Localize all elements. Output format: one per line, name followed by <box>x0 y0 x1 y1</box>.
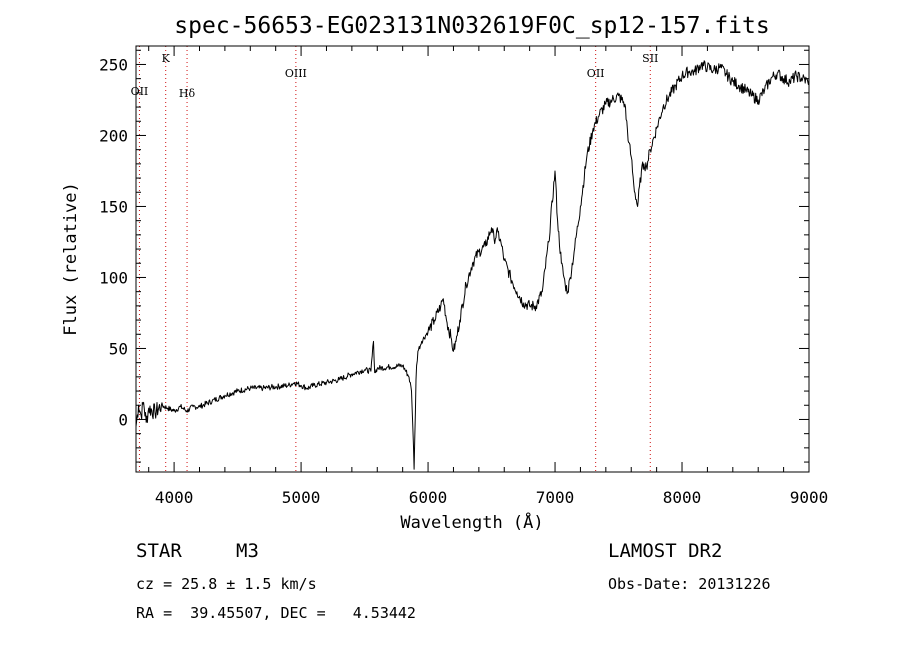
x-tick-label: 5000 <box>282 488 321 507</box>
line-marker-label: OII <box>587 67 605 80</box>
object-class: STAR <box>136 540 182 562</box>
y-tick-label: 200 <box>99 126 128 145</box>
y-tick-label: 100 <box>99 268 128 287</box>
object-subclass: M3 <box>236 540 259 562</box>
x-tick-label: 4000 <box>155 488 194 507</box>
survey-name: LAMOST DR2 <box>608 540 723 562</box>
axis-ticks: 4000 5000 6000 7000 8000 9000 0 50 100 150 200 250 <box>99 46 828 507</box>
redshift-readout: cz = 25.8 ± 1.5 km/s <box>136 575 317 593</box>
x-tick-label: 6000 <box>409 488 448 507</box>
y-tick-label: 50 <box>109 339 128 358</box>
line-marker-label: K <box>162 52 171 65</box>
y-tick-label: 150 <box>99 197 128 216</box>
x-tick-label: 9000 <box>790 488 829 507</box>
coordinates-readout: RA = 39.45507, DEC = 4.53442 <box>136 604 416 622</box>
y-tick-label: 250 <box>99 55 128 74</box>
x-tick-label: 8000 <box>663 488 702 507</box>
line-marker-label: OIII <box>285 67 307 80</box>
y-axis-label: Flux (relative) <box>61 182 81 336</box>
x-axis-label: Wavelength (Å) <box>400 511 543 533</box>
x-tick-label: 7000 <box>536 488 575 507</box>
line-marker-label: OII <box>131 85 149 98</box>
observation-date: Obs-Date: 20131226 <box>608 575 771 593</box>
emission-line-markers: OII K Hδ OIII OII SII <box>131 46 658 472</box>
chart-title: spec-56653-EG023131N032619F0C_sp12-157.f… <box>174 13 769 39</box>
y-tick-label: 0 <box>118 410 128 429</box>
spectrum-series-line <box>135 60 810 470</box>
plot-frame <box>135 45 810 473</box>
line-marker-label: SII <box>642 52 658 65</box>
line-marker-label: Hδ <box>179 87 196 100</box>
